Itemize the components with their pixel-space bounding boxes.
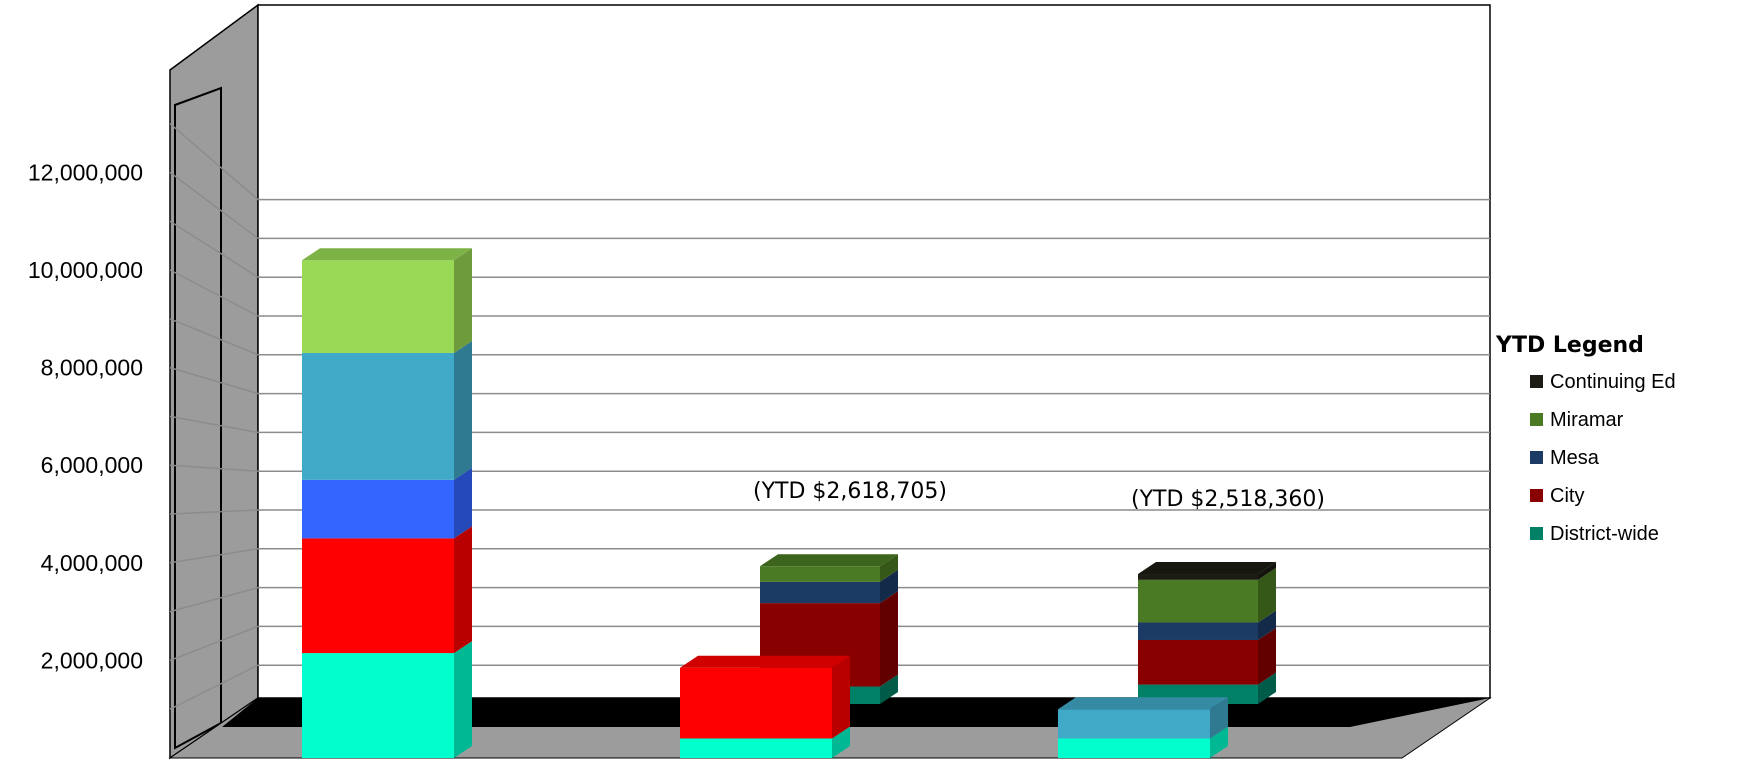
back-bar-segment [760,581,880,604]
back-bar-top [1138,562,1276,575]
legend-entry: City [1550,485,1584,507]
back-bar-segment-side [1258,610,1276,640]
back-bar-segment-side [880,569,898,604]
gridline-side [169,625,259,662]
back-bar-segment-side [880,554,898,582]
back-bar-segment [1138,579,1258,623]
gridline-side [169,318,259,356]
legend-swatch [1530,451,1543,464]
legend: YTD Legend Continuing Ed Miramar Mesa City D… [1495,333,1676,545]
front-bar-segment-side [832,726,850,758]
gridline-side [169,548,259,564]
y-tick-label: 6,000,000 [41,452,143,478]
legend-entry: Mesa [1550,447,1600,469]
ytd-annotation: (YTD $2,518,360) [1131,487,1325,512]
y-tick-label: 10,000,000 [28,257,143,283]
y-tick-label: 8,000,000 [41,355,143,381]
gridline-side [169,269,259,317]
gridline-side [169,123,259,201]
gridline-side [169,220,259,278]
front-bar-segment-side [454,467,472,539]
gridline-side [169,464,259,472]
back-bar-segment [760,566,880,582]
front-bar-segment-side [1210,697,1228,739]
front-bar-segment [680,667,832,739]
y-axis: 2,000,000 4,000,000 6,000,000 8,000,000 10,0… [28,159,143,673]
y-tick-label: 2,000,000 [41,647,143,673]
gridline-side [169,664,259,710]
front-bar-segment [680,738,832,758]
front-bar-top [302,248,472,261]
y-tick-label: 4,000,000 [41,550,143,576]
back-bar-segment-side [880,591,898,687]
back-bar-segment-side [1258,627,1276,685]
annotations: (YTD $2,618,705) (YTD $2,518,360) [753,479,1325,512]
bars [302,248,1276,758]
back-bar-segment-side [1258,567,1276,623]
y-tick-label: 12,000,000 [28,159,143,185]
gridline-side [169,171,259,239]
front-bar-segment [302,260,454,353]
gridline-side [169,366,259,395]
gridline-side [169,586,259,613]
legend-entry: District-wide [1550,523,1659,545]
back-bar-segment-side [880,674,898,704]
side-wall [169,3,259,760]
legend-entry: Continuing Ed [1550,371,1676,393]
front-bar-segment-side [454,340,472,480]
back-bar-segment [1138,622,1258,640]
back-bar-top [760,554,898,567]
front-bar-segment-side [454,641,472,758]
ytd-annotation: (YTD $2,618,705) [753,479,947,504]
back-bar-segment-side [1258,562,1276,580]
front-bar-segment-side [454,526,472,654]
front-bar-segment [1058,738,1210,758]
front-bar-segment [302,479,454,539]
gridline-side [169,415,259,434]
back-bar-segment [1138,639,1258,685]
legend-swatch [1530,413,1543,426]
back-bar-segment-side [1258,672,1276,704]
front-bar-segment [302,538,454,654]
legend-swatch [1530,527,1543,540]
legend-title: YTD Legend [1495,333,1644,358]
front-bar-segment [302,352,454,480]
front-bar-segment-side [1210,726,1228,758]
front-bar-top [680,655,850,668]
front-bar-top [1058,697,1228,710]
front-bar-segment [1058,709,1210,739]
front-bar-segment [302,653,454,758]
front-bar-segment-side [454,248,472,353]
gridline-side [169,509,259,515]
legend-swatch [1530,375,1543,388]
legend-swatch [1530,489,1543,502]
back-bar-segment [1138,574,1258,580]
chart-walls [169,3,1491,760]
front-bar-segment-side [832,655,850,739]
legend-entry: Miramar [1550,409,1624,431]
